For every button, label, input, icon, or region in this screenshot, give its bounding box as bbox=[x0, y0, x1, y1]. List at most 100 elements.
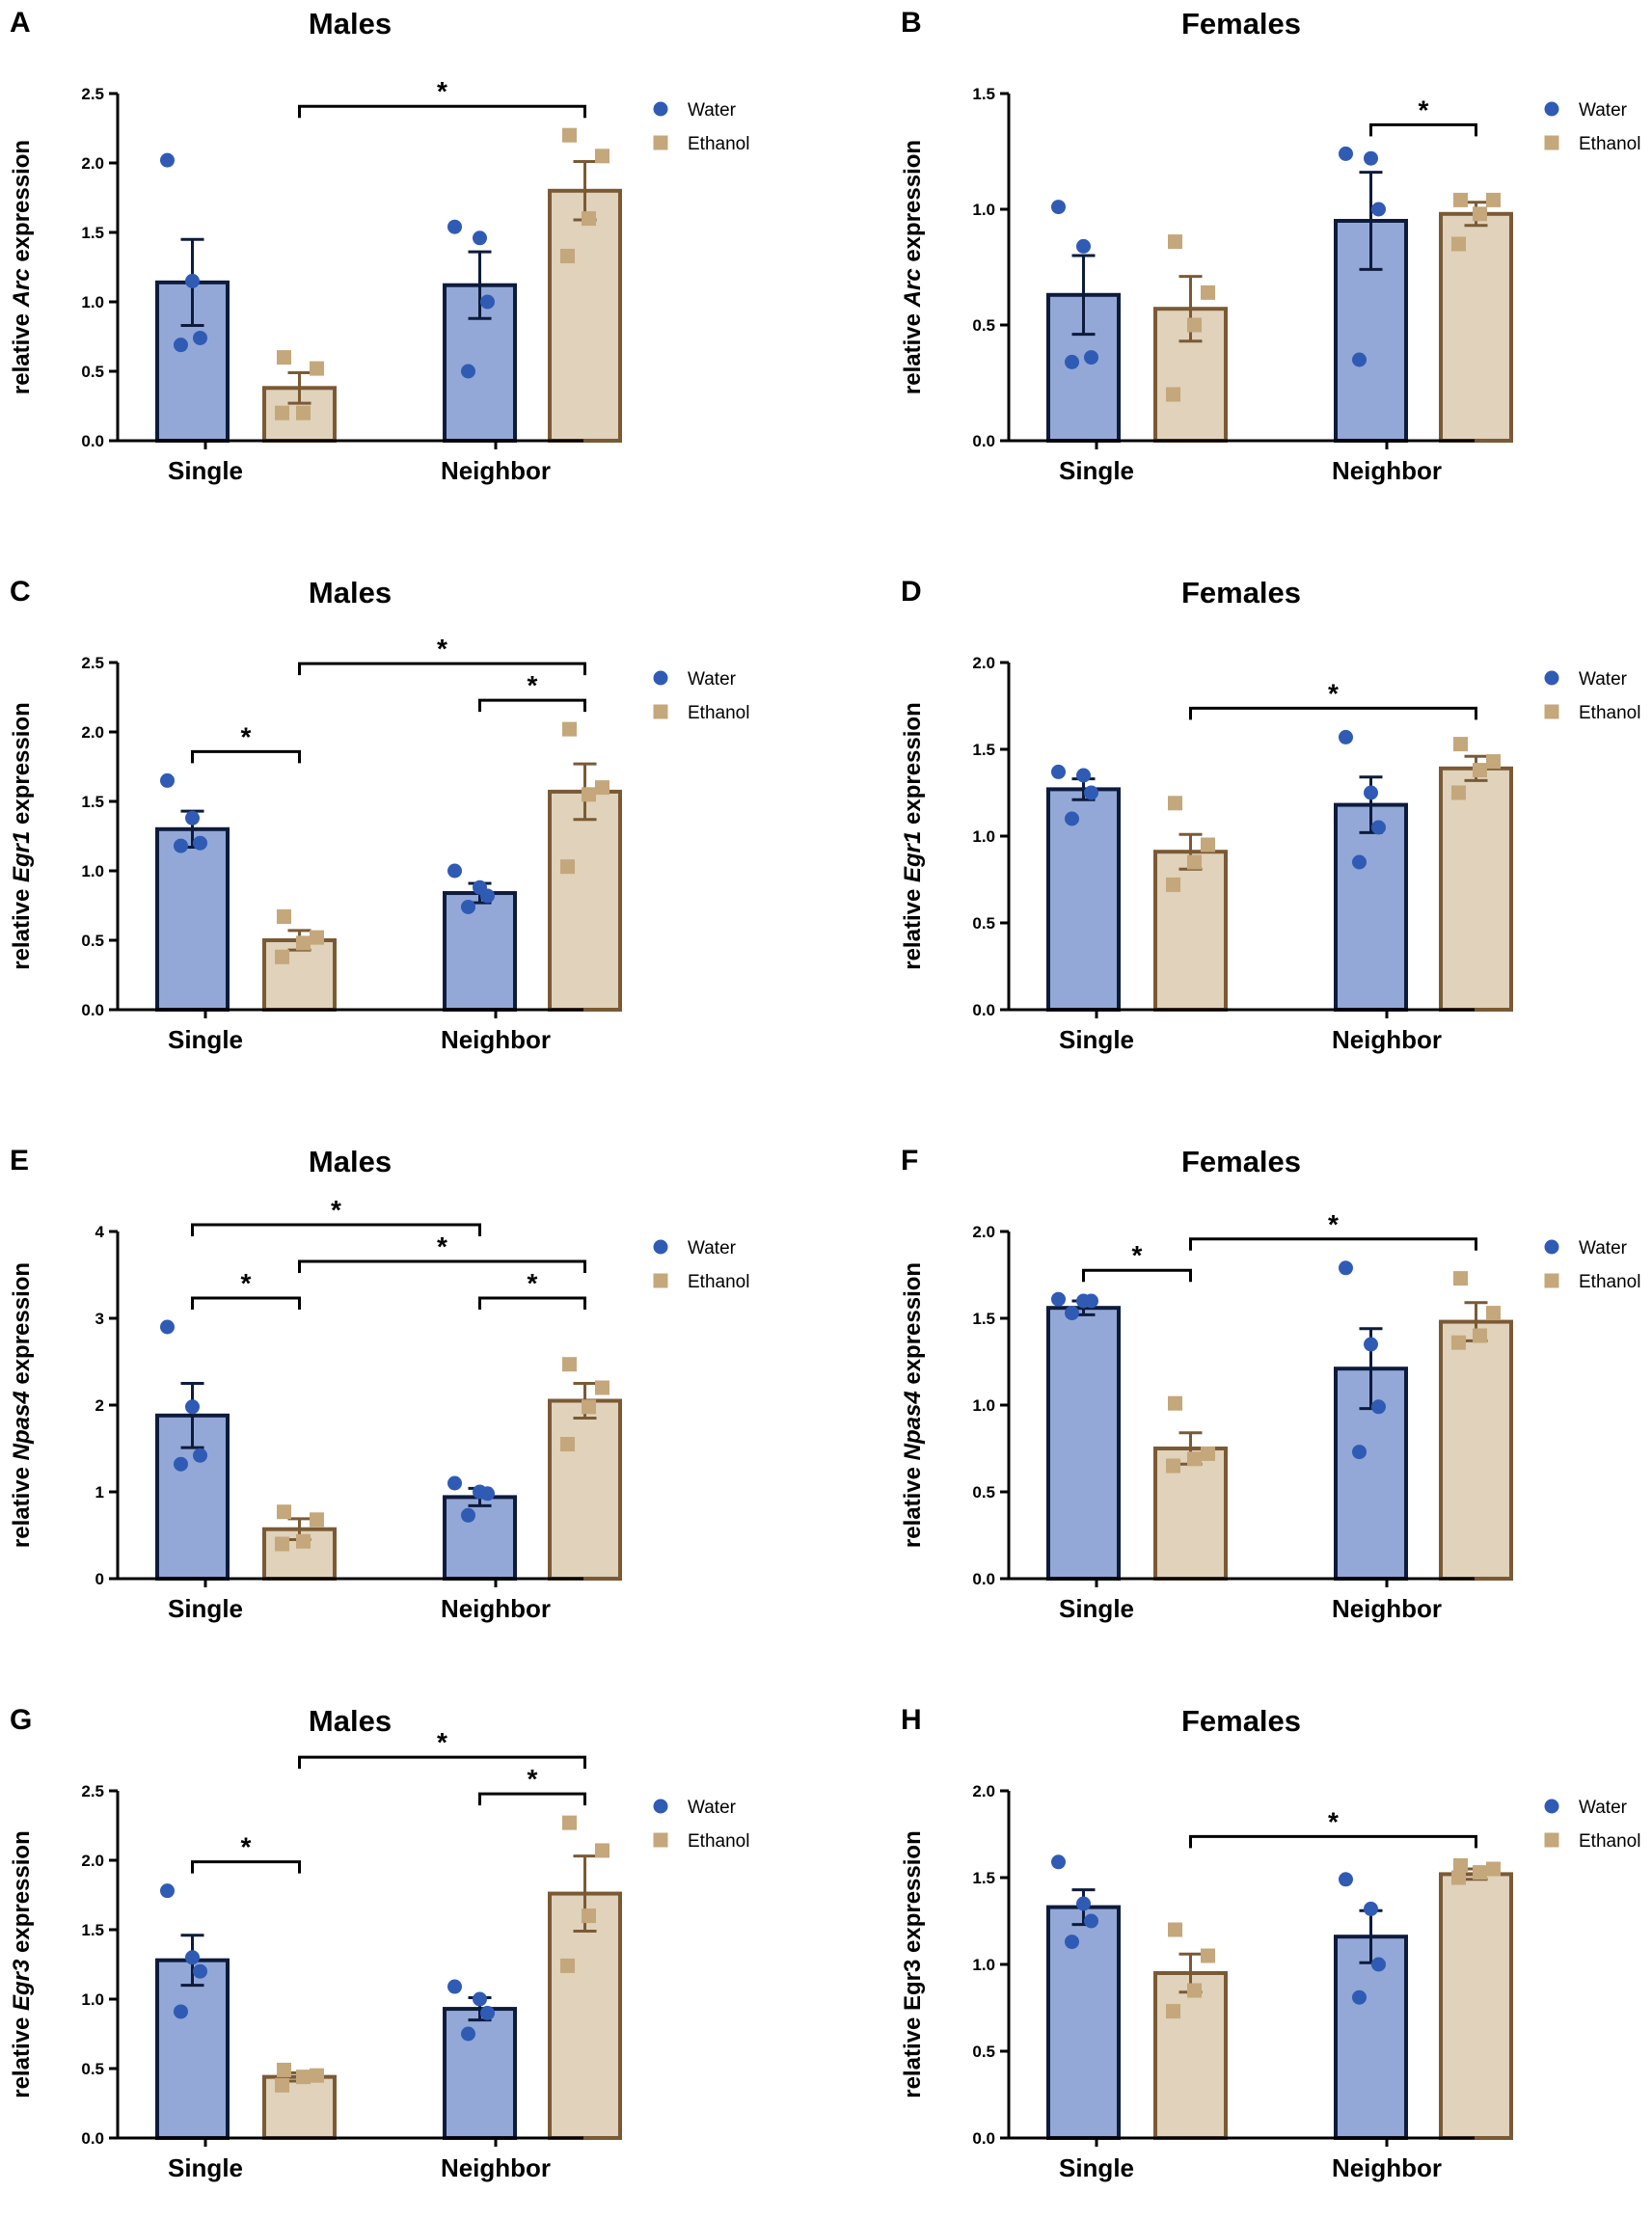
y-axis-label-gene: Npas4 bbox=[900, 1391, 926, 1460]
y-tick-label: 0.5 bbox=[81, 932, 104, 950]
y-axis-label-gene: Arc bbox=[9, 268, 35, 308]
data-point-water bbox=[1084, 1913, 1098, 1929]
data-point-water bbox=[1371, 1957, 1386, 1972]
bar-water-single bbox=[1046, 787, 1121, 1012]
y-axis-label-gene: Egr1 bbox=[900, 831, 926, 882]
significance-bracket bbox=[298, 104, 586, 119]
y-axis-label-suffix: expression bbox=[9, 702, 35, 830]
y-tick-label: 0.0 bbox=[972, 432, 995, 450]
x-tick-label: Neighbor bbox=[441, 1025, 551, 1054]
data-point-ethanol bbox=[560, 1958, 575, 1973]
data-point-water bbox=[1339, 729, 1353, 744]
significance-star: * bbox=[1328, 1806, 1339, 1836]
data-point-ethanol bbox=[1451, 1870, 1466, 1885]
panel-h: H Females relative Egr3 expression 0.0 0.5 1.… bbox=[900, 1704, 1640, 2182]
data-point-ethanol bbox=[1473, 763, 1487, 778]
data-point-ethanol bbox=[595, 149, 609, 164]
legend-water-marker bbox=[653, 1239, 668, 1255]
data-point-ethanol bbox=[595, 780, 609, 796]
significance-star: * bbox=[528, 1764, 538, 1794]
data-point-water bbox=[1352, 352, 1367, 367]
data-point-ethanol bbox=[560, 859, 575, 875]
data-point-ethanol bbox=[277, 350, 291, 365]
data-point-ethanol bbox=[275, 405, 289, 420]
y-tick-label: 1.5 bbox=[81, 224, 104, 242]
legend-water-marker bbox=[1544, 670, 1559, 686]
data-point-water bbox=[447, 1475, 462, 1491]
x-tick-label: Single bbox=[168, 456, 243, 485]
data-point-water bbox=[1051, 200, 1066, 215]
data-point-water bbox=[1065, 1306, 1079, 1321]
legend-ethanol-label: Ethanol bbox=[688, 703, 749, 723]
bar-water-neighbor bbox=[443, 2007, 517, 2140]
significance-star: * bbox=[437, 1231, 447, 1261]
y-tick-label: 2.0 bbox=[972, 1223, 995, 1241]
data-point-ethanol bbox=[1201, 284, 1215, 300]
y-tick-label: 0.0 bbox=[81, 1001, 104, 1019]
y-tick-label: 2.0 bbox=[81, 1852, 104, 1870]
data-point-water bbox=[185, 1950, 200, 1965]
data-point-ethanol bbox=[310, 930, 324, 945]
x-tick-label: Single bbox=[1059, 1594, 1134, 1623]
data-point-ethanol bbox=[582, 1399, 596, 1415]
data-point-water bbox=[447, 1979, 462, 1994]
y-tick-label: 0 bbox=[95, 1570, 104, 1588]
legend-water-marker bbox=[1544, 1799, 1559, 1814]
legend-ethanol-marker bbox=[653, 135, 668, 150]
data-point-ethanol bbox=[1451, 785, 1466, 800]
data-point-ethanol bbox=[562, 1815, 577, 1830]
legend-water-label: Water bbox=[688, 100, 737, 121]
data-point-water bbox=[473, 230, 487, 246]
y-axis-label-prefix: relative bbox=[900, 307, 926, 394]
data-point-water bbox=[1364, 1337, 1378, 1352]
chart-title: Females bbox=[1181, 1145, 1301, 1178]
legend-ethanol-marker bbox=[1544, 1273, 1559, 1288]
data-point-ethanol bbox=[562, 127, 577, 143]
data-point-water bbox=[1051, 1291, 1066, 1307]
y-tick-label: 2.5 bbox=[81, 1782, 104, 1800]
y-tick-label: 2.5 bbox=[81, 654, 104, 672]
data-point-water bbox=[1364, 150, 1378, 166]
significance-bracket bbox=[191, 1223, 481, 1236]
data-point-ethanol bbox=[275, 949, 289, 964]
panel-letter: H bbox=[901, 1704, 922, 1736]
legend-ethanol-label: Ethanol bbox=[1579, 703, 1640, 723]
data-point-ethanol bbox=[1453, 737, 1468, 752]
data-point-water bbox=[461, 1507, 475, 1523]
legend-water-label: Water bbox=[1579, 1798, 1628, 1818]
bar-water-single bbox=[155, 1958, 230, 2140]
data-point-water bbox=[160, 772, 175, 788]
y-tick-label: 4 bbox=[95, 1223, 105, 1241]
significance-bracket bbox=[191, 749, 301, 764]
data-point-water bbox=[1065, 811, 1079, 826]
significance-bracket bbox=[298, 662, 586, 676]
significance-star: * bbox=[437, 1727, 447, 1757]
data-point-ethanol bbox=[1168, 1395, 1182, 1411]
significance-bracket bbox=[478, 1792, 586, 1806]
significance-star: * bbox=[1419, 95, 1429, 124]
data-point-water bbox=[185, 1399, 200, 1415]
bar-water-neighbor bbox=[1334, 802, 1408, 1012]
data-point-water bbox=[193, 1448, 207, 1463]
data-point-water bbox=[1076, 768, 1091, 783]
bar-ethanol-neighbor bbox=[1439, 211, 1513, 443]
bar-water-single bbox=[1046, 1905, 1121, 2140]
data-point-ethanol bbox=[1473, 1328, 1487, 1343]
data-point-ethanol bbox=[275, 2077, 289, 2093]
y-axis-label-gene: Egr3 bbox=[9, 1959, 35, 2011]
data-point-ethanol bbox=[1201, 837, 1215, 852]
chart-title: Males bbox=[309, 7, 392, 41]
data-point-ethanol bbox=[1201, 1446, 1215, 1461]
panel-c: C Males relative Egr1 expression 0.0 0.5 1.0 1… bbox=[9, 576, 749, 1054]
x-tick-label: Neighbor bbox=[441, 1594, 551, 1623]
data-point-ethanol bbox=[562, 721, 577, 737]
x-tick-label: Neighbor bbox=[1332, 1594, 1442, 1623]
data-point-water bbox=[1065, 354, 1079, 369]
panel-a: A Males relative Arc expression 0.0 0.5 1.0 1.… bbox=[9, 7, 749, 485]
data-point-ethanol bbox=[595, 1380, 609, 1395]
data-point-water bbox=[1065, 1935, 1079, 1950]
significance-bracket bbox=[1189, 706, 1477, 720]
y-tick-label: 0.5 bbox=[972, 1483, 995, 1502]
significance-bracket bbox=[191, 1860, 301, 1874]
y-tick-label: 3 bbox=[95, 1310, 104, 1328]
